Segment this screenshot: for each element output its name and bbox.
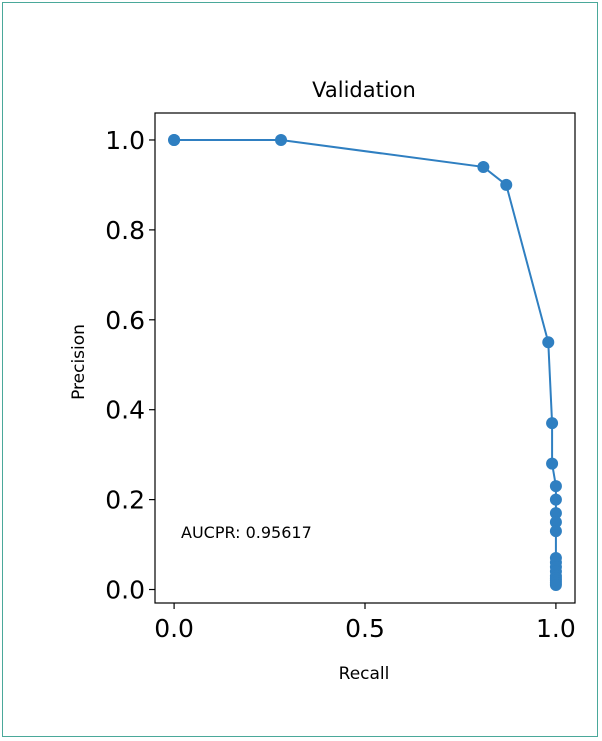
x-tick-label: 0.5 [345, 614, 385, 643]
x-axis: 0.0 0.5 1.0 [154, 603, 576, 643]
data-point [549, 525, 562, 538]
data-point [477, 160, 490, 173]
y-tick-label: 0.6 [105, 306, 145, 335]
y-tick-label: 0.8 [105, 216, 145, 245]
y-axis-label: Precision [69, 324, 89, 400]
x-axis-label: Recall [339, 664, 390, 684]
data-point [549, 579, 562, 592]
data-point [546, 417, 559, 430]
y-tick-label: 0.4 [105, 396, 145, 425]
data-point [546, 457, 559, 470]
data-point [168, 133, 181, 146]
y-tick-label: 1.0 [105, 126, 145, 155]
y-axis: 0.0 0.2 0.4 0.6 0.8 1.0 [105, 126, 155, 605]
data-point [542, 336, 555, 349]
x-tick-label: 1.0 [536, 614, 576, 643]
data-point [275, 133, 287, 146]
data-point [549, 507, 562, 520]
x-tick-label: 0.0 [154, 614, 194, 643]
data-point [549, 493, 562, 506]
y-tick-label: 0.2 [105, 486, 145, 515]
data-point [500, 178, 513, 191]
series-layer [168, 133, 562, 592]
y-tick-label: 0.0 [105, 576, 145, 605]
data-point [549, 516, 562, 529]
chart-title: Validation [312, 78, 416, 102]
data-point [549, 480, 562, 493]
aucpr-annotation: AUCPR: 0.95617 [181, 523, 312, 542]
series-line [174, 138, 557, 586]
